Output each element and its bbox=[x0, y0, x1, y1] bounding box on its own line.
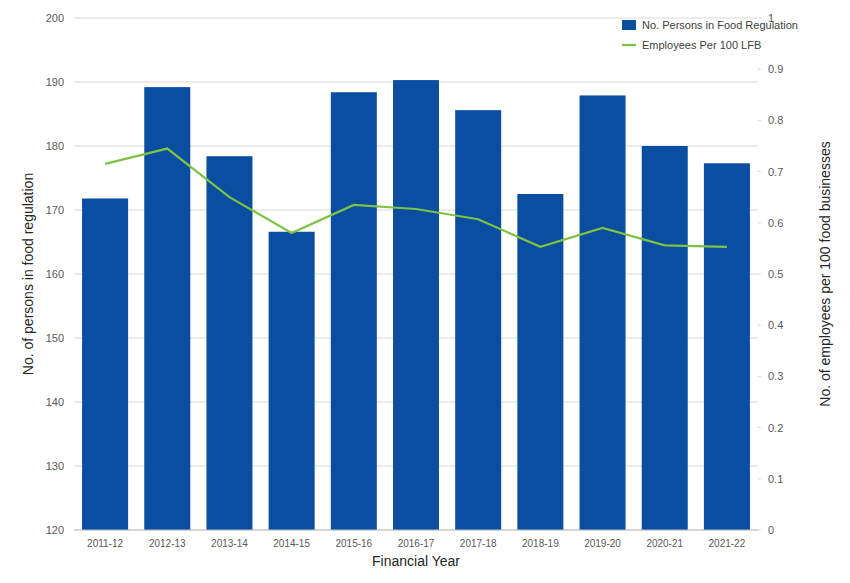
y2-tick-label: 0.1 bbox=[768, 473, 783, 485]
x-tick-label: 2021-22 bbox=[709, 538, 746, 549]
legend-swatch bbox=[622, 44, 636, 46]
bar bbox=[206, 156, 252, 530]
bar bbox=[642, 146, 688, 530]
y2-tick bbox=[758, 325, 761, 326]
legend: No. Persons in Food Regulation Employees … bbox=[622, 19, 798, 51]
y-tick-label: 160 bbox=[46, 268, 64, 280]
bar bbox=[269, 232, 315, 530]
legend-swatch bbox=[622, 20, 636, 30]
x-tick-label: 2012-13 bbox=[149, 538, 186, 549]
chart: 120 130 140 150 160 170 180 190 200 0 0.1 0.2 0.3 0.4… bbox=[0, 0, 850, 583]
x-tick-label: 2018-19 bbox=[522, 538, 559, 549]
y2-tick-label: 0.5 bbox=[768, 268, 783, 280]
bar bbox=[517, 194, 563, 530]
y2-tick-label: 0.2 bbox=[768, 422, 783, 434]
y2-tick bbox=[758, 171, 761, 172]
y2-axis-title: No. of employees per 100 food businesses bbox=[817, 141, 833, 406]
plot-area bbox=[82, 80, 750, 530]
y2-tick-label: 0.6 bbox=[768, 217, 783, 229]
y-tick-label: 170 bbox=[46, 204, 64, 216]
x-axis-title: Financial Year bbox=[372, 553, 460, 569]
bar bbox=[331, 92, 377, 530]
bar bbox=[580, 95, 626, 530]
x-tick-label: 2020-21 bbox=[646, 538, 683, 549]
x-tick-label: 2011-12 bbox=[87, 538, 123, 549]
y2-tick bbox=[758, 274, 761, 275]
y2-tick bbox=[758, 120, 761, 121]
y2-tick-label: 0 bbox=[768, 524, 774, 536]
y-tick-label: 140 bbox=[46, 396, 64, 408]
x-tick-label: 2014-15 bbox=[273, 538, 310, 549]
y2-tick bbox=[758, 222, 761, 223]
x-tick-label: 2017-18 bbox=[460, 538, 497, 549]
x-tick-label: 2013-14 bbox=[211, 538, 248, 549]
x-tick-label: 2019-20 bbox=[584, 538, 621, 549]
y2-tick-label: 0.3 bbox=[768, 370, 783, 382]
y2-tick bbox=[758, 530, 761, 531]
y2-tick-label: 0.8 bbox=[768, 114, 783, 126]
y2-tick-label: 0.9 bbox=[768, 63, 783, 75]
legend-label: Employees Per 100 LFB bbox=[642, 39, 761, 51]
bar bbox=[393, 80, 439, 530]
y2-tick bbox=[758, 478, 761, 479]
y-tick-label: 200 bbox=[46, 12, 64, 24]
y-tick-label: 190 bbox=[46, 76, 64, 88]
y-tick-label: 130 bbox=[46, 460, 64, 472]
x-tick-label: 2016-17 bbox=[398, 538, 435, 549]
y2-tick-label: 0.7 bbox=[768, 166, 783, 178]
line bbox=[105, 149, 727, 247]
legend-label: No. Persons in Food Regulation bbox=[642, 19, 798, 31]
y-tick-label: 150 bbox=[46, 332, 64, 344]
y2-tick bbox=[758, 376, 761, 377]
y2-tick bbox=[758, 427, 761, 428]
y-axis-title: No. of persons in food regulation bbox=[20, 173, 36, 375]
y2-tick bbox=[758, 69, 761, 70]
y-tick-label: 120 bbox=[46, 524, 64, 536]
y-tick-label: 180 bbox=[46, 140, 64, 152]
y2-tick-label: 0.4 bbox=[768, 319, 783, 331]
grid-line bbox=[74, 530, 758, 531]
x-axis bbox=[74, 530, 758, 531]
bar bbox=[82, 198, 128, 530]
bar bbox=[455, 110, 501, 530]
bar bbox=[704, 163, 750, 530]
x-tick-label: 2015-16 bbox=[335, 538, 372, 549]
